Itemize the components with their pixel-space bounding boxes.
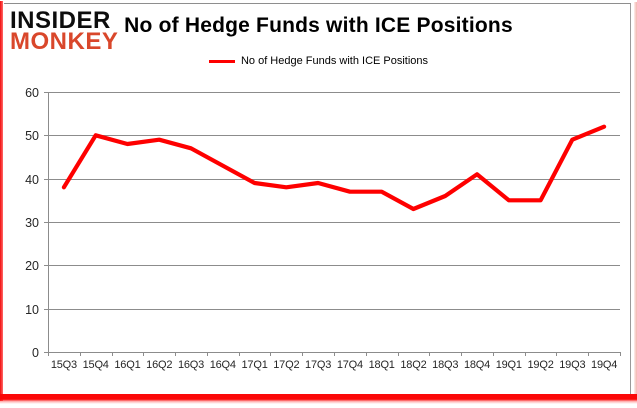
- x-tick-label: 15Q4: [83, 359, 109, 371]
- frame-bottom-red-border: [0, 394, 637, 404]
- logo-line-monkey: MONKEY: [10, 28, 119, 55]
- y-tick-label: 20: [25, 259, 39, 273]
- y-tick-label: 10: [25, 303, 39, 317]
- legend-label: No of Hedge Funds with ICE Positions: [240, 55, 429, 67]
- insider-monkey-logo: INSIDER MONKEY: [10, 7, 119, 55]
- x-tick-label: 17Q3: [305, 359, 331, 371]
- x-tick-label: 18Q1: [369, 359, 395, 371]
- x-tick-label: 16Q3: [178, 359, 204, 371]
- x-tick-label: 18Q2: [400, 359, 426, 371]
- series-line: [61, 124, 607, 212]
- x-tick-label: 16Q2: [146, 359, 172, 371]
- y-tick-label: 30: [25, 216, 39, 230]
- y-tick-label: 50: [25, 129, 39, 143]
- frame-left-red-border: [0, 1, 3, 401]
- x-tick-label: 18Q3: [432, 359, 458, 371]
- x-tick-label: 19Q2: [528, 359, 554, 371]
- x-tick-label: 17Q1: [242, 359, 268, 371]
- x-tick-label: 19Q1: [496, 359, 522, 371]
- y-tick-label: 0: [32, 346, 39, 360]
- x-tick-label: 19Q4: [591, 359, 617, 371]
- x-tick-label: 18Q4: [464, 359, 490, 371]
- x-tick-label: 16Q4: [210, 359, 236, 371]
- chart-title: No of Hedge Funds with ICE Positions: [124, 14, 513, 37]
- legend: No of Hedge Funds with ICE Positions: [0, 55, 637, 67]
- x-tick-label: 16Q1: [114, 359, 140, 371]
- logo-line-insider: INSIDER: [10, 7, 111, 34]
- y-tick-label: 40: [25, 173, 39, 187]
- x-tick-label: 19Q3: [559, 359, 585, 371]
- legend-line-swatch: [208, 59, 235, 63]
- x-tick-label: 17Q4: [337, 359, 363, 371]
- x-tick-label: 15Q3: [51, 359, 77, 371]
- y-tick-label: 60: [25, 86, 39, 100]
- frame-right-pink-border: [634, 2, 637, 399]
- chart-border: [4, 3, 631, 394]
- x-tick-label: 17Q2: [273, 359, 299, 371]
